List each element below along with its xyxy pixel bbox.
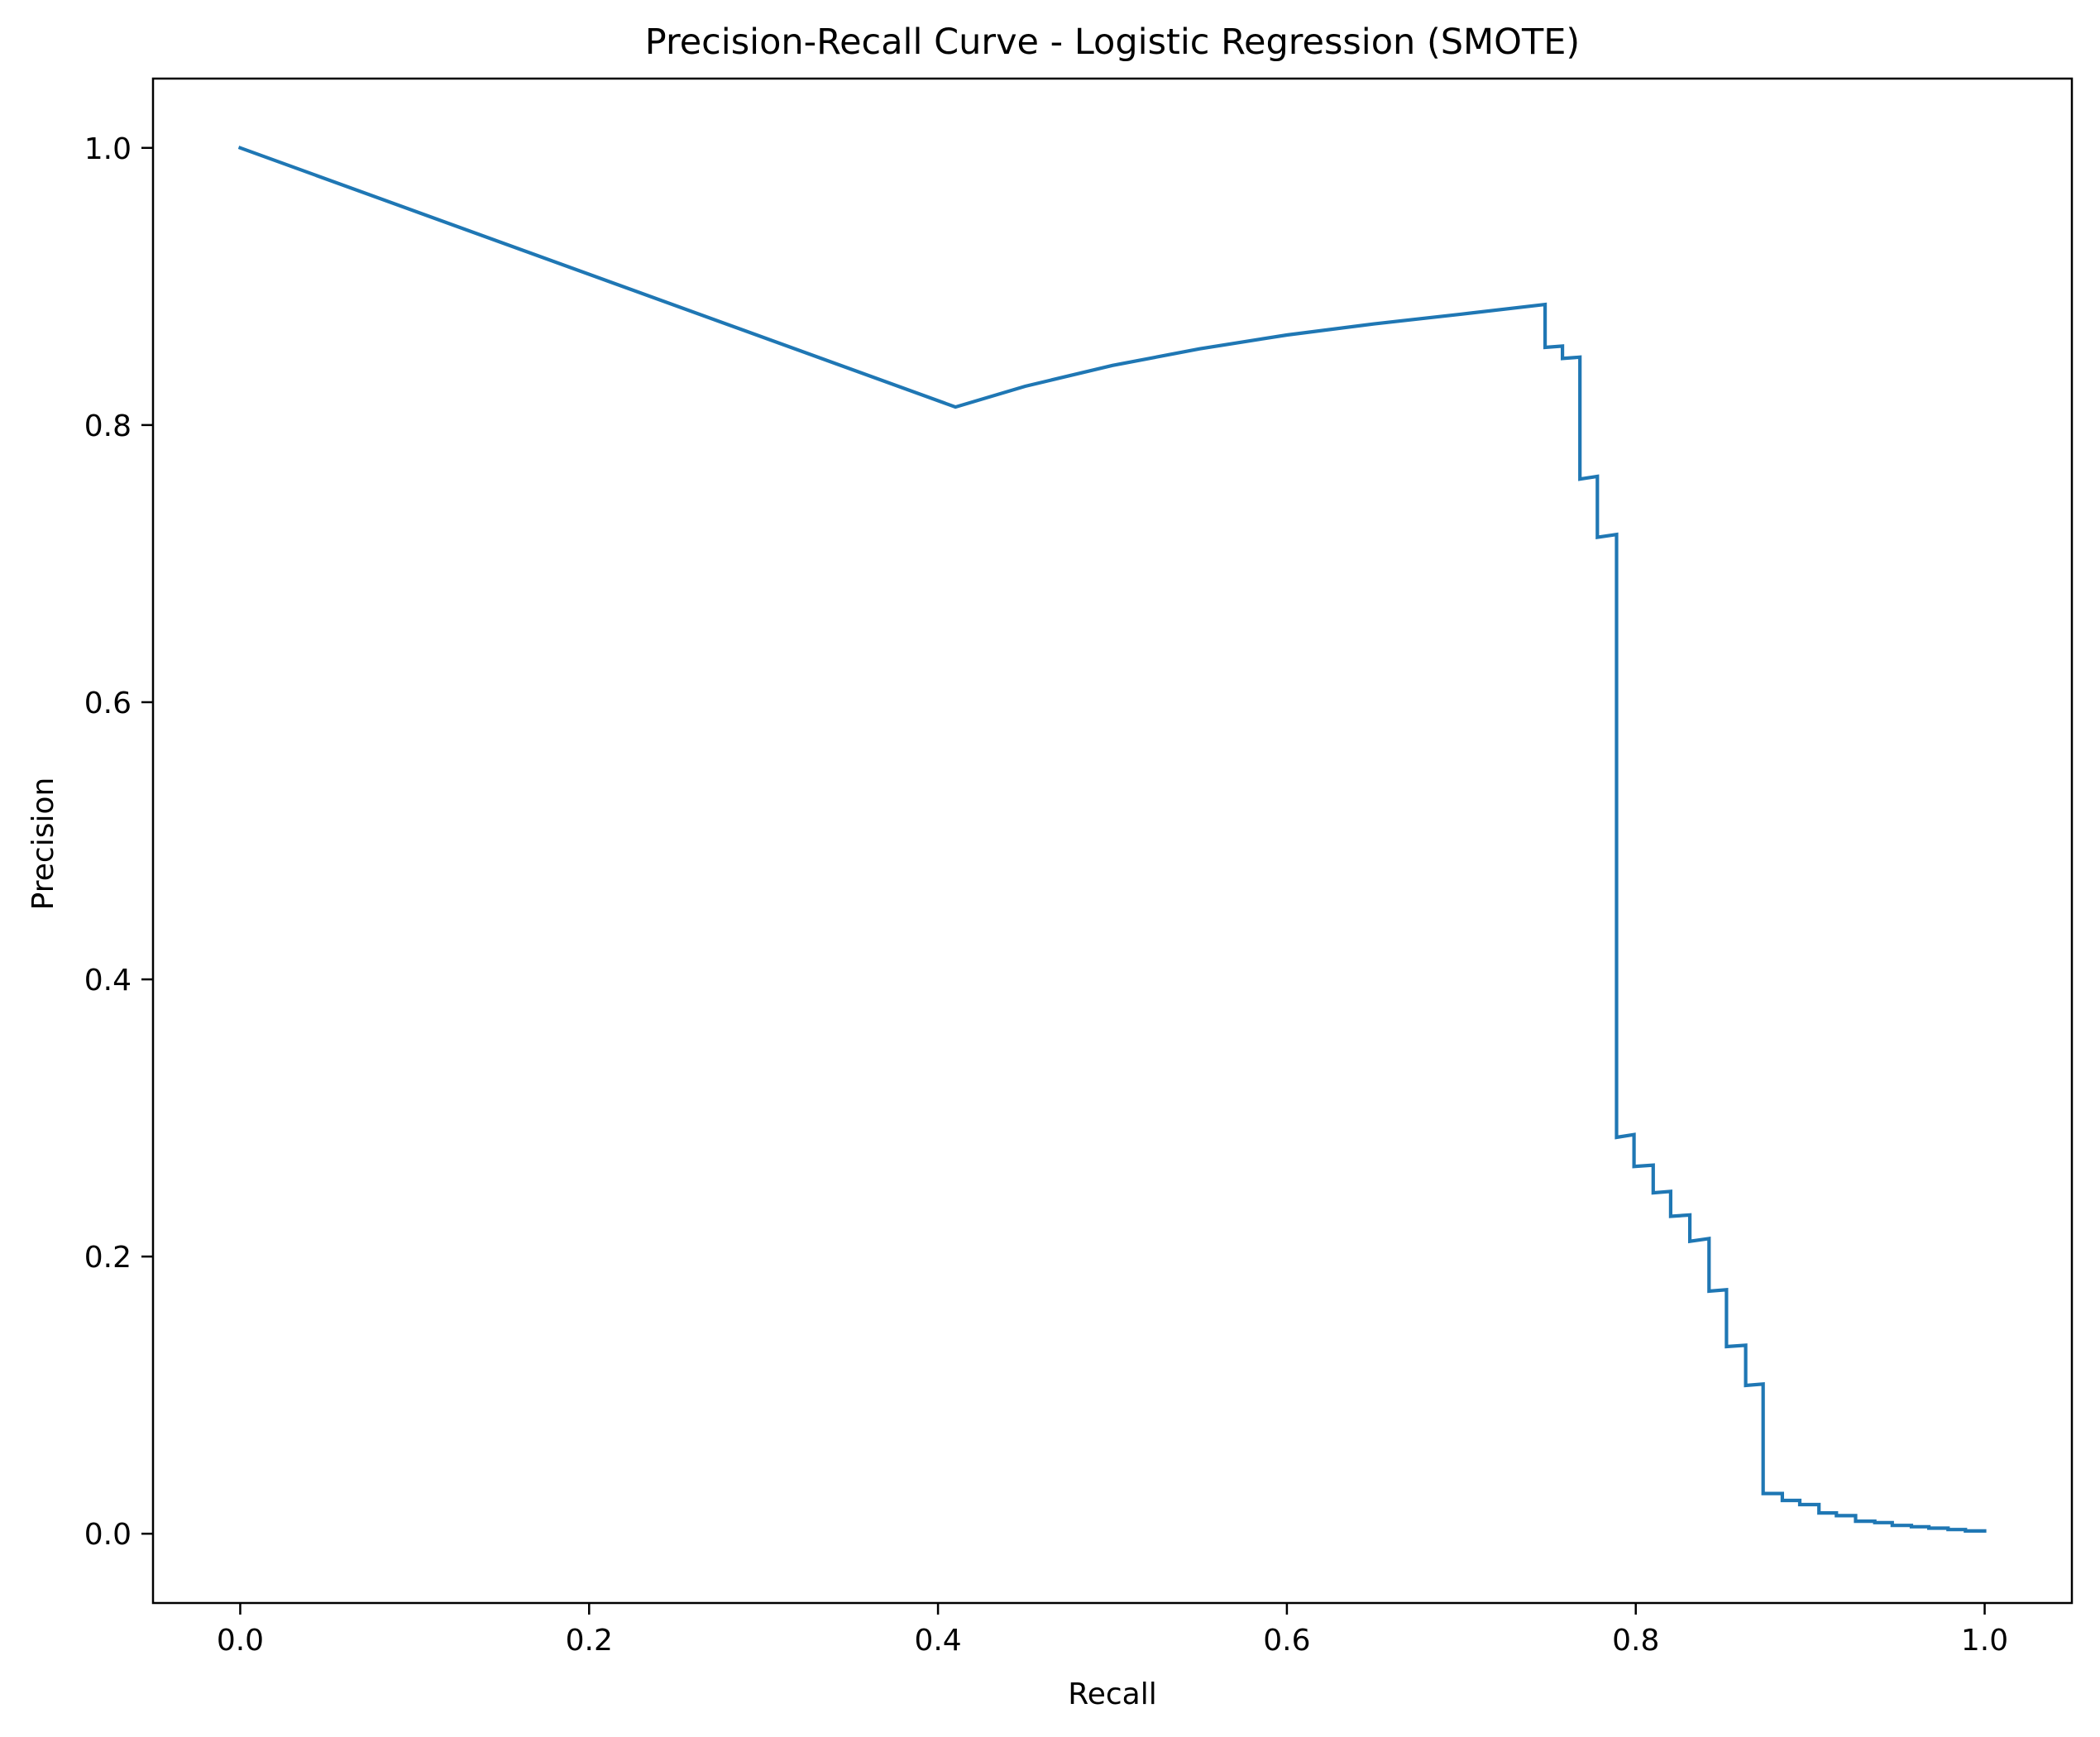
- x-tick-label: 0.0: [217, 1624, 264, 1658]
- x-tick-label: 0.4: [914, 1624, 961, 1658]
- x-tick-label: 0.2: [566, 1624, 613, 1658]
- y-axis-title: Precision: [26, 778, 60, 911]
- y-tick-label: 0.8: [84, 409, 132, 443]
- y-tick-label: 0.2: [84, 1241, 132, 1275]
- x-tick-label: 1.0: [1961, 1624, 2008, 1658]
- x-tick-label: 0.6: [1263, 1624, 1310, 1658]
- plot-area: 0.0 0.2 0.4 0.6 0.8 1.0 0.0 0.2 0.4 0.6 0.8 1.0: [84, 77, 2074, 1658]
- y-tick-label: 1.0: [84, 132, 132, 166]
- y-tick-label: 0.0: [84, 1518, 132, 1552]
- axes-frame: [151, 77, 2074, 1605]
- x-axis-title: Recall: [1068, 1677, 1156, 1711]
- chart-title: Precision-Recall Curve - Logistic Regres…: [645, 22, 1580, 63]
- precision-recall-line: [237, 146, 1987, 1534]
- y-tick-label: 0.4: [84, 964, 132, 998]
- y-tick-label: 0.6: [84, 687, 132, 720]
- x-tick-label: 0.8: [1612, 1624, 1659, 1658]
